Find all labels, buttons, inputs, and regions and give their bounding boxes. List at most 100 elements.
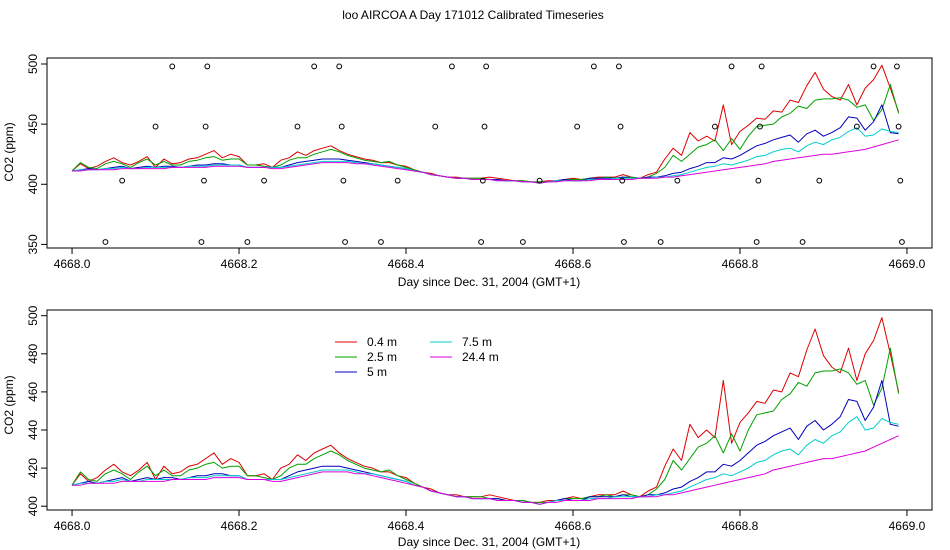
- calibration-point-30: [619, 177, 626, 184]
- calibration-point-15: [342, 239, 348, 245]
- top-x-tick-label-0: 4668.0: [54, 257, 91, 271]
- chart-title: loo AIRCOA A Day 171012 Calibrated Times…: [342, 8, 603, 22]
- calibration-point-12: [336, 63, 343, 70]
- calibration-point-6: [202, 123, 209, 130]
- top-x-tick-label-4: 4668.8: [722, 257, 759, 271]
- calibration-point-47: [899, 239, 905, 245]
- calibration-point-33: [674, 177, 681, 184]
- top-series-line-5-m: [71, 104, 899, 184]
- top-plot-frame: [46, 57, 933, 249]
- calibration-point-5: [201, 177, 207, 184]
- bottom-x-axis-label: Day since Dec. 31, 2004 (GMT+1): [398, 535, 580, 549]
- legend: 0.4 m 7.5 m 2.5 m 24.4 m 5 m: [335, 335, 499, 379]
- calibration-point-25: [536, 177, 543, 184]
- calibration-point-35: [728, 63, 735, 70]
- top-axes: 4668.0 4668.2 4668.4 4668.6 4668.8 4669.0 350 4…: [26, 54, 926, 271]
- calibration-point-39: [758, 63, 765, 70]
- top-y-tick-label-3: 500: [26, 54, 40, 74]
- bottom-plot-frame: [46, 309, 933, 511]
- calibration-point-19: [449, 63, 455, 70]
- bottom-x-tick-label-3: 4668.6: [555, 519, 592, 533]
- calibration-point-0: [102, 239, 109, 245]
- calibration-point-7: [204, 63, 211, 70]
- calibration-point-2: [152, 123, 159, 130]
- calibration-point-10: [294, 123, 301, 130]
- legend-label-4: 5 m: [367, 365, 387, 379]
- calibration-point-24: [519, 239, 526, 245]
- bottom-x-tick-label-4: 4668.8: [722, 519, 759, 533]
- top-panel: 4668.0 4668.2 4668.4 4668.6 4668.8 4669.0 350 4…: [2, 54, 933, 289]
- calibration-point-18: [432, 123, 439, 130]
- calibration-point-20: [478, 239, 485, 245]
- top-x-tick-label-3: 4668.6: [555, 257, 592, 271]
- calibration-point-32: [657, 239, 664, 245]
- bottom-y-tick-label-5: 500: [26, 305, 40, 325]
- calibration-point-41: [816, 177, 823, 184]
- legend-label-0: 0.4 m: [367, 335, 397, 349]
- calibration-point-14: [340, 177, 347, 184]
- bottom-y-tick-label-3: 460: [26, 382, 40, 402]
- calibration-point-40: [799, 239, 806, 245]
- calibration-point-31: [621, 239, 627, 245]
- top-series-line-2-5-m: [71, 84, 900, 183]
- bottom-series-line-24-4-m: [72, 435, 899, 505]
- bottom-x-tick-label-0: 4668.0: [54, 519, 91, 533]
- calibration-point-38: [757, 123, 763, 130]
- calibration-point-23: [483, 63, 490, 70]
- top-y-tick-label-2: 450: [26, 114, 40, 134]
- bottom-y-tick-label-1: 420: [26, 458, 40, 478]
- calibration-point-9: [261, 177, 267, 184]
- bottom-series-group: [71, 317, 900, 505]
- calibration-point-44: [894, 63, 900, 70]
- calibration-point-1: [119, 177, 126, 184]
- calibration-point-4: [198, 239, 205, 245]
- calibration-point-37: [755, 177, 762, 184]
- top-series-line-7-5-m: [71, 127, 899, 184]
- calibration-point-28: [616, 63, 622, 70]
- top-series-line-0-4-m: [71, 64, 900, 183]
- calibration-point-3: [169, 63, 176, 70]
- calibration-point-26: [574, 123, 581, 130]
- top-y-tick-label-0: 350: [26, 234, 40, 254]
- top-series-line-24-4-m: [72, 139, 899, 184]
- top-y-axis-label: CO2 (ppm): [2, 122, 16, 181]
- calibration-point-21: [479, 177, 486, 184]
- top-x-axis-label: Day since Dec. 31, 2004 (GMT+1): [398, 275, 580, 289]
- calibration-point-13: [338, 123, 345, 130]
- legend-label-1: 7.5 m: [462, 335, 492, 349]
- bottom-y-tick-label-2: 440: [26, 420, 40, 440]
- bottom-y-tick-label-4: 480: [26, 343, 40, 363]
- top-calibration-points: [102, 63, 905, 245]
- legend-label-2: 2.5 m: [367, 350, 397, 364]
- calibration-point-11: [311, 63, 318, 70]
- bottom-x-tick-label-5: 4669.0: [889, 519, 926, 533]
- calibration-point-36: [753, 239, 760, 245]
- calibration-point-34: [712, 123, 718, 130]
- bottom-y-axis-label: CO2 (ppm): [2, 375, 16, 434]
- calibration-point-46: [897, 177, 904, 184]
- top-y-tick-label-1: 400: [26, 174, 40, 194]
- calibration-point-43: [870, 63, 877, 70]
- bottom-panel: 4668.0 4668.2 4668.4 4668.6 4668.8 4669.0 400 4…: [2, 305, 933, 549]
- calibration-point-42: [853, 123, 860, 130]
- calibration-point-16: [378, 239, 384, 245]
- legend-label-3: 24.4 m: [462, 350, 499, 364]
- bottom-series-line-5-m: [71, 380, 899, 505]
- bottom-y-tick-label-0: 400: [26, 496, 40, 516]
- top-x-tick-label-5: 4669.0: [889, 257, 926, 271]
- calibration-point-8: [244, 239, 251, 245]
- bottom-x-tick-label-1: 4668.2: [221, 519, 258, 533]
- bottom-series-line-0-4-m: [71, 317, 900, 503]
- bottom-x-tick-label-2: 4668.4: [388, 519, 425, 533]
- calibration-point-17: [394, 177, 401, 184]
- top-x-tick-label-2: 4668.4: [388, 257, 425, 271]
- calibration-point-45: [895, 123, 902, 130]
- calibration-point-29: [617, 123, 624, 130]
- top-x-tick-label-1: 4668.2: [221, 257, 258, 271]
- bottom-axes: 4668.0 4668.2 4668.4 4668.6 4668.8 4669.0 400 4…: [26, 305, 926, 533]
- bottom-series-line-2-5-m: [71, 347, 900, 503]
- bottom-series-line-7-5-m: [71, 416, 899, 505]
- calibration-point-22: [481, 123, 488, 130]
- calibration-point-27: [590, 63, 597, 70]
